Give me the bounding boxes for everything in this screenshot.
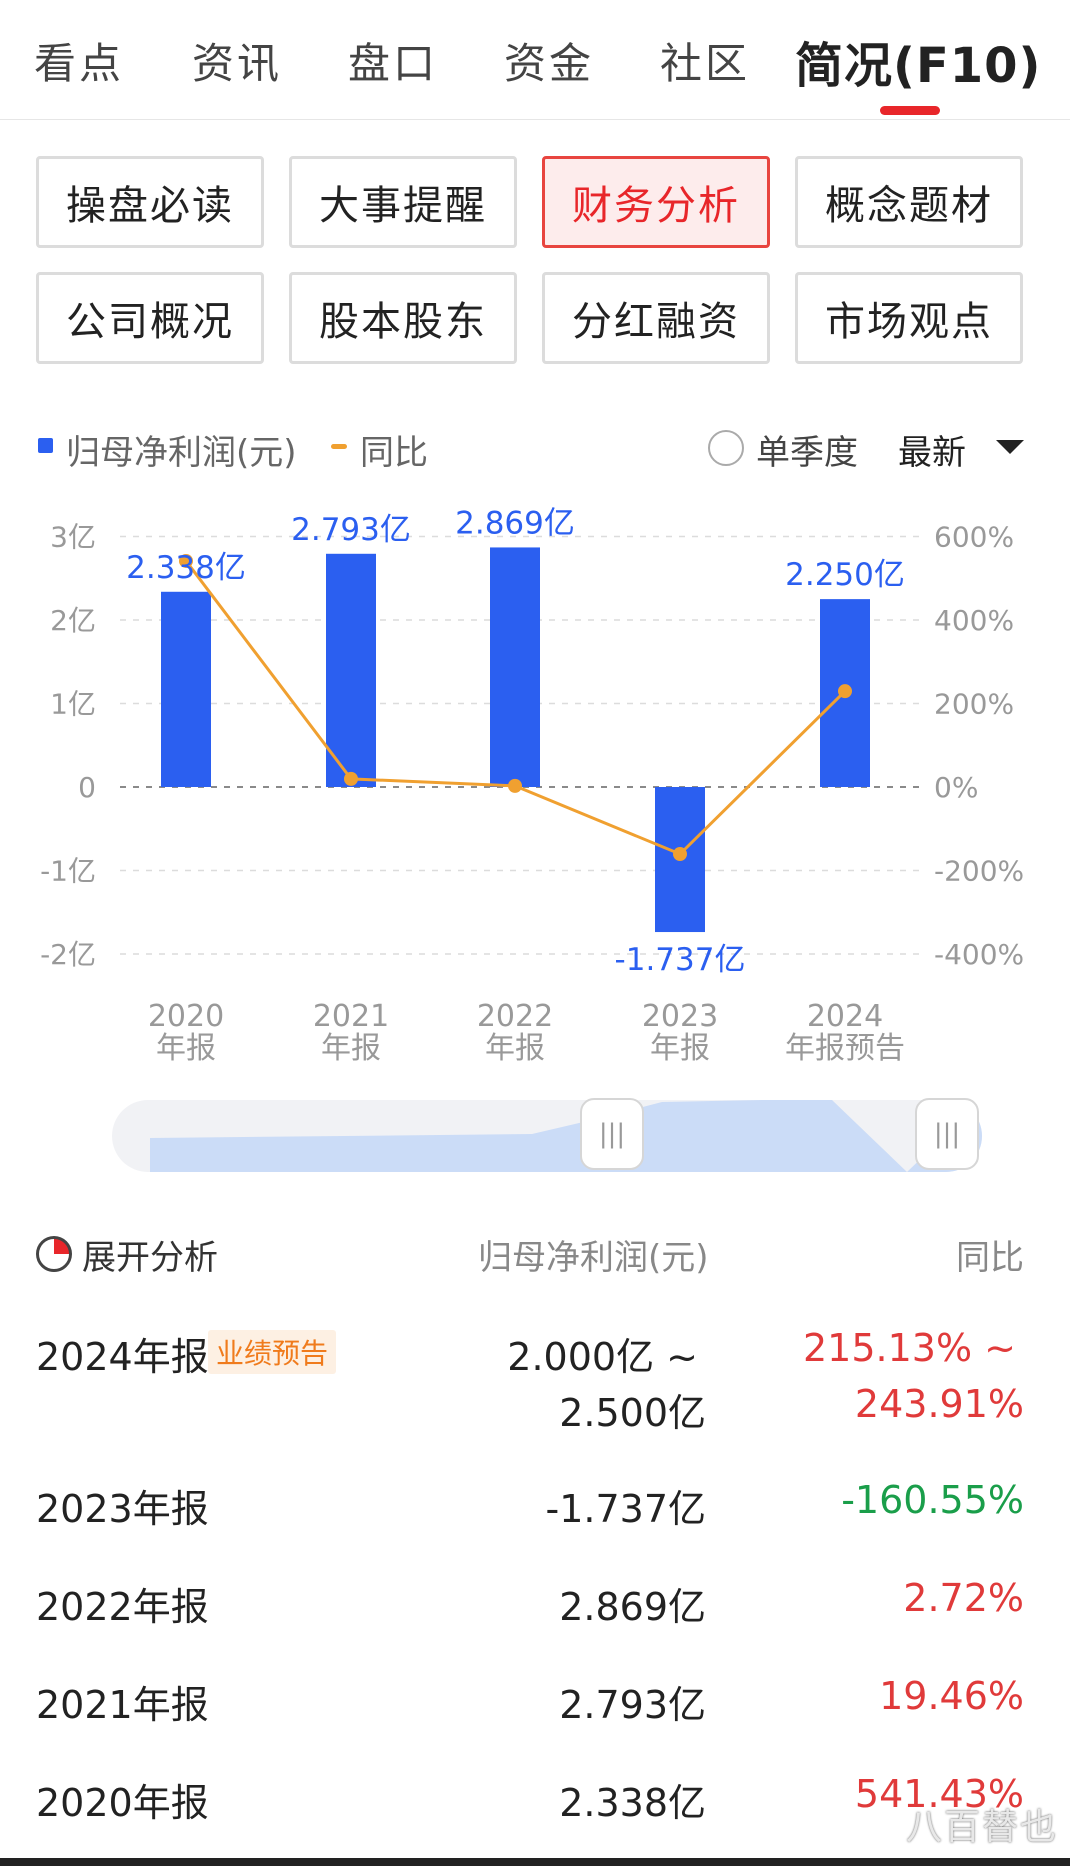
- row-yoy-2022: 2.72%: [903, 1576, 1024, 1620]
- y-left-tick-label: -2亿: [40, 938, 96, 971]
- period-select[interactable]: 最新: [898, 433, 966, 473]
- x-tick-report: 年报: [156, 1031, 216, 1066]
- y-left-tick-label: 1亿: [50, 688, 96, 721]
- tab-highlights[interactable]: 看点: [34, 39, 125, 88]
- range-slider-track[interactable]: [112, 1100, 982, 1172]
- sub-button-concepts[interactable]: 概念题材: [795, 156, 1023, 248]
- x-tick-report: 年报: [321, 1031, 381, 1066]
- row-period-2021: 2021年报: [36, 1683, 209, 1727]
- x-tick-year: 2020: [148, 999, 224, 1034]
- tab-community[interactable]: 社区: [660, 39, 751, 88]
- expand-analysis-button[interactable]: 展开分析: [82, 1238, 218, 1278]
- x-tick-year: 2022: [477, 999, 553, 1034]
- y-left-tick-label: -1亿: [40, 855, 96, 888]
- yoy-point: [344, 771, 358, 786]
- yoy-point: [838, 684, 852, 699]
- profit-bar: [161, 591, 211, 787]
- watermark: 八百替也: [905, 1807, 1058, 1848]
- legend-line-swatch: [331, 444, 347, 449]
- row-profit-2024-line1: 2.000亿 ~: [507, 1335, 698, 1379]
- bar-value-label: 2.869亿: [455, 505, 575, 541]
- sub-button-trading-must-read[interactable]: 操盘必读: [36, 156, 264, 248]
- row-profit-2020: 2.338亿: [559, 1781, 706, 1825]
- bar-value-label: 2.250亿: [785, 557, 905, 593]
- tab-f10-overview[interactable]: 简况(F10): [795, 38, 1042, 94]
- bottom-edge: [0, 1858, 1070, 1866]
- row-yoy-2023: -160.55%: [841, 1478, 1024, 1522]
- tab-market[interactable]: 盘口: [348, 39, 439, 88]
- row-period-2022: 2022年报: [36, 1585, 209, 1629]
- row-profit-2021: 2.793亿: [559, 1683, 706, 1727]
- profit-bar: [490, 547, 540, 787]
- tab-news[interactable]: 资讯: [192, 39, 283, 88]
- y-right-tick-label: 200%: [934, 688, 1014, 721]
- sub-button-company-profile[interactable]: 公司概况: [36, 272, 264, 364]
- sub-button-market-views[interactable]: 市场观点: [795, 272, 1023, 364]
- sub-button-shareholders[interactable]: 股本股东: [289, 272, 517, 364]
- row-yoy-2020: 541.43%: [854, 1772, 1024, 1816]
- x-tick-report: 年报预告: [785, 1031, 905, 1066]
- row-period-2024: 2024年报: [36, 1335, 209, 1379]
- sub-button-events[interactable]: 大事提醒: [289, 156, 517, 248]
- active-tab-indicator: [880, 106, 940, 115]
- yoy-point: [673, 847, 687, 862]
- row-profit-2024-line2: 2.500亿: [559, 1391, 706, 1435]
- sub-button-dividends[interactable]: 分红融资: [542, 272, 770, 364]
- y-right-tick-label: 0%: [934, 771, 978, 804]
- slider-right-handle[interactable]: |||: [915, 1098, 979, 1170]
- y-right-tick-label: -200%: [934, 855, 1024, 888]
- row-period-2020: 2020年报: [36, 1781, 209, 1825]
- profit-bar: [326, 553, 376, 787]
- x-tick-year: 2023: [642, 999, 718, 1034]
- column-header-yoy: 同比: [956, 1238, 1024, 1278]
- slider-left-handle[interactable]: |||: [580, 1098, 644, 1170]
- y-right-tick-label: 400%: [934, 604, 1014, 637]
- column-header-profit: 归母净利润(元): [478, 1238, 709, 1278]
- row-yoy-2024-line2: 243.91%: [854, 1382, 1024, 1426]
- y-left-tick-label: 2亿: [50, 604, 96, 637]
- chevron-down-icon[interactable]: [996, 440, 1024, 454]
- bar-value-label: 2.793亿: [291, 512, 411, 548]
- bar-value-label: 2.338亿: [126, 550, 246, 586]
- quarter-toggle-label[interactable]: 单季度: [756, 433, 858, 473]
- yoy-point: [508, 778, 522, 793]
- tab-funds[interactable]: 资金: [504, 39, 595, 88]
- top-tab-bar: 看点 资讯 盘口 资金 社区 简况(F10): [0, 0, 1070, 120]
- slider-preview-area: [150, 1100, 982, 1172]
- legend-yoy: 同比: [360, 433, 428, 473]
- forecast-badge: 业绩预告: [208, 1330, 337, 1374]
- sub-button-financial-analysis[interactable]: 财务分析: [542, 156, 770, 248]
- y-right-tick-label: 600%: [934, 521, 1014, 554]
- profit-chart: 3亿 2亿 1亿 0 -1亿 -2亿 600% 400% 200% 0% -200% -400% 2.3…: [40, 505, 1024, 1066]
- y-right-tick-label: -400%: [934, 938, 1024, 971]
- x-tick-report: 年报: [650, 1031, 710, 1066]
- x-tick-report: 年报: [485, 1031, 545, 1066]
- x-tick-year: 2024: [807, 999, 883, 1034]
- row-profit-2023: -1.737亿: [545, 1487, 707, 1531]
- quarter-radio-icon[interactable]: [708, 430, 744, 466]
- y-left-tick-label: 0: [78, 771, 96, 804]
- legend-bar-swatch: [38, 438, 53, 453]
- row-yoy-2021: 19.46%: [879, 1674, 1024, 1718]
- x-tick-year: 2021: [313, 999, 389, 1034]
- y-left-tick-label: 3亿: [50, 521, 96, 554]
- bar-value-label: -1.737亿: [615, 942, 746, 978]
- row-period-2023: 2023年报: [36, 1487, 209, 1531]
- legend-profit: 归母净利润(元): [66, 433, 297, 473]
- row-profit-2022: 2.869亿: [559, 1585, 706, 1629]
- row-yoy-2024-line1: 215.13% ~: [803, 1326, 1016, 1370]
- pie-chart-icon[interactable]: [36, 1236, 72, 1272]
- yoy-point: [179, 553, 193, 568]
